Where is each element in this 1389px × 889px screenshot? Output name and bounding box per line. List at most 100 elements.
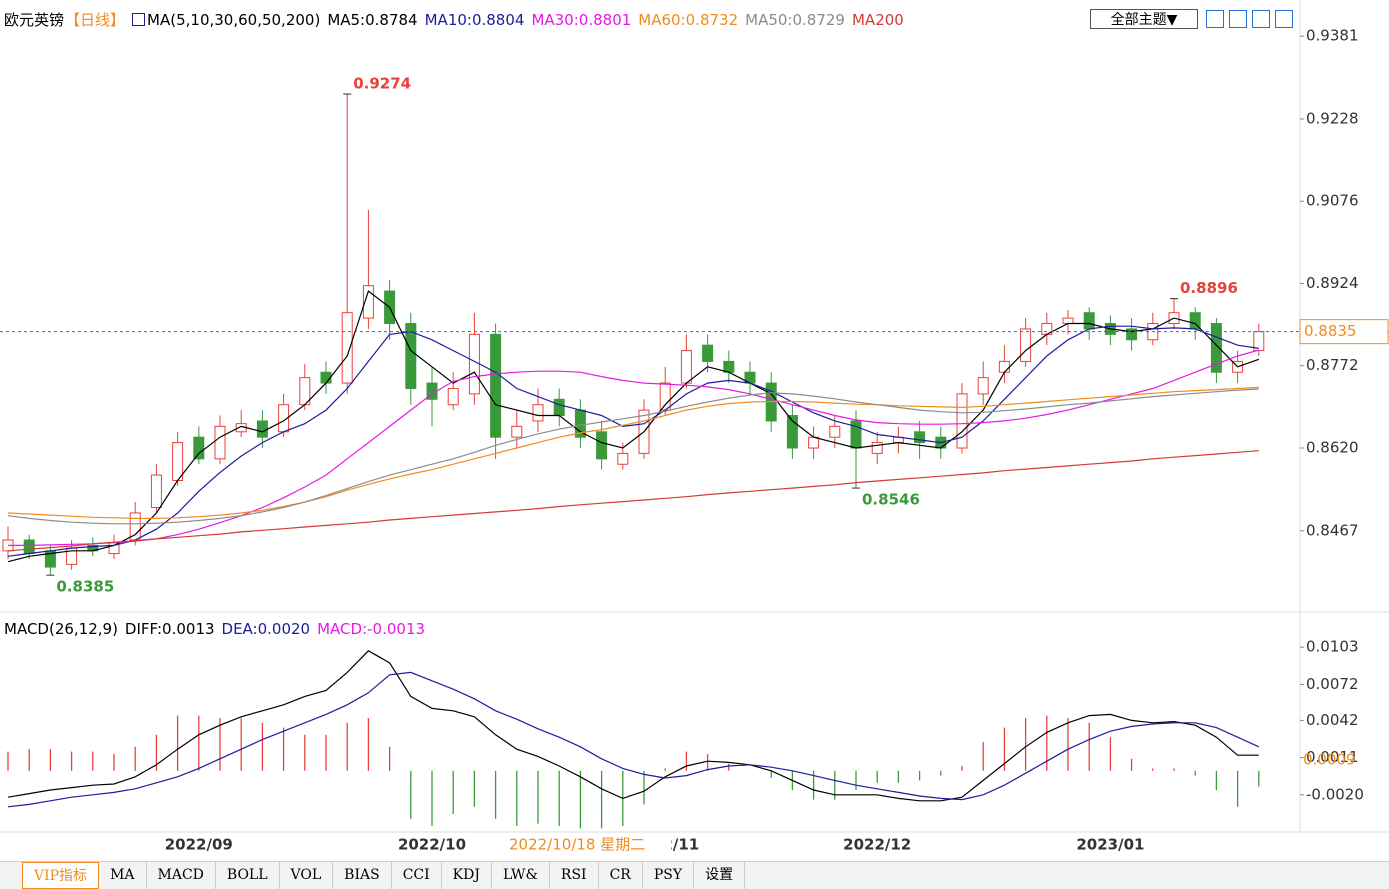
- legend-entry: MA10:0.8804: [424, 10, 525, 29]
- candle-body: [23, 539, 35, 555]
- y-tick-label: 0.8620: [1306, 439, 1359, 457]
- tab[interactable]: LW&: [492, 862, 550, 889]
- legend-entry: DEA:0.0020: [221, 620, 311, 638]
- candle-body: [617, 452, 629, 465]
- candle-body: [871, 442, 883, 454]
- theme-button[interactable]: 全部主题▼: [1090, 9, 1198, 29]
- macd-current-label: 0.0009: [1303, 751, 1356, 769]
- tab[interactable]: BOLL: [216, 862, 280, 889]
- candle-body: [256, 420, 268, 438]
- tool-button[interactable]: [1229, 10, 1247, 28]
- candle-body: [998, 360, 1010, 373]
- y-tick-label: 0.8467: [1306, 521, 1359, 539]
- period: 【日线】: [65, 11, 126, 29]
- tab[interactable]: VIP指标: [22, 862, 100, 889]
- candle-body: [956, 393, 968, 449]
- indicator-tabs: VIP指标 MA MACD BOLL VOL BIAS CCI KDJ LW& RSI CR PSY 设…: [0, 861, 1389, 889]
- candle-body: [214, 425, 226, 460]
- candle-body: [172, 442, 184, 481]
- tab[interactable]: 设置: [694, 862, 746, 889]
- x-tick-label: 2022/10: [398, 836, 466, 854]
- y-tick-label: 0.9228: [1306, 109, 1359, 127]
- tab[interactable]: CR: [599, 862, 643, 889]
- macd-line: [7, 650, 1259, 802]
- tab[interactable]: BIAS: [333, 862, 392, 889]
- macd-header: MACD(26,12,9) DIFF:0.0013 DEA:0.0020 MACD:…: [4, 620, 425, 638]
- y-tick-label: 0.0042: [1306, 711, 1359, 729]
- candle-body: [829, 425, 841, 438]
- current-price-label: 0.8835: [1304, 322, 1357, 340]
- extreme-label: 0.8385: [56, 578, 114, 596]
- candle-body: [723, 360, 735, 373]
- candle-body: [1210, 323, 1222, 373]
- legend-entry: MA30:0.8801: [531, 10, 632, 29]
- candle-body: [447, 387, 459, 406]
- candle-body: [786, 415, 798, 449]
- legend-entry: MA50:0.8729: [745, 10, 845, 29]
- ma-line: [7, 450, 1259, 552]
- tab[interactable]: VOL: [280, 862, 334, 889]
- y-tick-label: 0.8924: [1306, 274, 1359, 292]
- candle-body: [468, 333, 480, 395]
- instrument-title: 欧元英镑: [4, 11, 65, 29]
- price-header: 欧元英镑 【日线】 MA(5,10,30,60,50,200) MA5:0.87…: [4, 9, 904, 30]
- current-price-box: [1299, 319, 1389, 345]
- y-tick-label: 0.9381: [1306, 27, 1359, 45]
- y-tick-label: 0.0011: [1306, 748, 1359, 766]
- candle-body: [1083, 312, 1095, 330]
- tool-button[interactable]: [1275, 10, 1293, 28]
- y-tick-label: 0.8772: [1306, 356, 1359, 374]
- y-tick-label: 0.9076: [1306, 192, 1359, 210]
- candle-body: [977, 377, 989, 395]
- candle-body: [1062, 317, 1074, 325]
- legend-entry: MA5:0.8784: [327, 10, 418, 29]
- tool-button[interactable]: [1206, 10, 1224, 28]
- y-tick-label: 0.0103: [1306, 638, 1359, 656]
- candle-body: [405, 323, 417, 389]
- candle-body: [553, 398, 565, 417]
- extreme-label: 0.9274: [353, 75, 411, 93]
- x-tick-label: 2022/12: [843, 836, 911, 854]
- indicator-icon[interactable]: [132, 13, 146, 26]
- legend-entry: MA200: [851, 10, 904, 29]
- candle-body: [490, 333, 502, 438]
- x-tick-label: 2023/01: [1076, 836, 1144, 854]
- candle-body: [150, 474, 162, 509]
- candle-body: [1126, 328, 1138, 341]
- candle-body: [680, 350, 692, 384]
- tab[interactable]: MA: [99, 862, 147, 889]
- extreme-label: 0.8896: [1180, 279, 1238, 297]
- indicator-name: MA(5,10,30,60,50,200): [147, 10, 321, 29]
- tool-button[interactable]: [1252, 10, 1270, 28]
- candle-body: [511, 425, 523, 438]
- y-tick-label: 0.0072: [1306, 675, 1359, 693]
- candle-body: [362, 285, 374, 319]
- ma-line: [7, 325, 1259, 557]
- x-tick-label: 2022/09: [165, 836, 233, 854]
- cursor-label: 2022/10/18 星期二: [509, 836, 645, 854]
- tab[interactable]: RSI: [550, 862, 599, 889]
- candle-body: [702, 344, 714, 362]
- ma-line: [8, 349, 1259, 546]
- tab[interactable]: KDJ: [442, 862, 492, 889]
- legend-entry: MACD:-0.0013: [317, 620, 426, 638]
- candle-body: [532, 404, 544, 422]
- cursor-label-bg: [505, 834, 671, 856]
- legend-entry: DIFF:0.0013: [124, 620, 215, 638]
- candle-body: [659, 382, 671, 411]
- tab[interactable]: PSY: [643, 862, 695, 889]
- y-tick-label: -0.0020: [1306, 785, 1364, 803]
- tab[interactable]: CCI: [392, 862, 442, 889]
- ma-line: [7, 290, 1260, 563]
- legend-entry: MA60:0.8732: [638, 10, 739, 29]
- ma-line: [7, 386, 1259, 519]
- macd-title: MACD(26,12,9): [4, 620, 118, 638]
- extreme-label: 0.8546: [862, 491, 920, 509]
- candle-body: [1020, 328, 1032, 362]
- tab[interactable]: MACD: [147, 862, 216, 889]
- candle-body: [341, 312, 353, 384]
- candle-body: [193, 436, 205, 460]
- macd-line: [7, 671, 1260, 808]
